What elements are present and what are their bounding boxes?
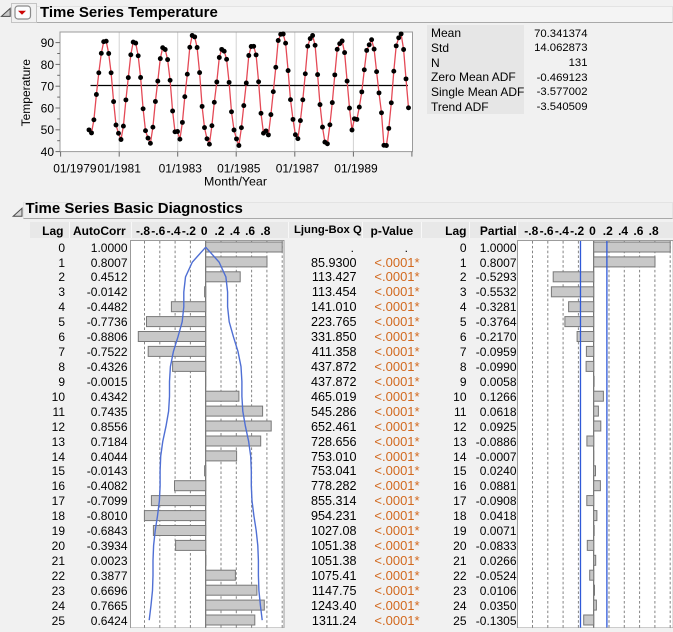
svg-text:01/1989: 01/1989 <box>334 162 378 176</box>
svg-text:01/1983: 01/1983 <box>159 162 203 176</box>
svg-text:90: 90 <box>41 36 55 50</box>
svg-text:01/1985: 01/1985 <box>217 162 261 176</box>
svg-text:Temperature: Temperature <box>19 59 33 127</box>
svg-text:40: 40 <box>41 145 55 159</box>
svg-text:70: 70 <box>41 80 55 94</box>
svg-text:Month/Year: Month/Year <box>204 175 267 189</box>
svg-text:80: 80 <box>41 58 55 72</box>
svg-text:01/1987: 01/1987 <box>276 162 320 176</box>
svg-text:60: 60 <box>41 101 55 115</box>
svg-text:01/1981: 01/1981 <box>98 162 142 176</box>
svg-text:50: 50 <box>41 123 55 137</box>
svg-text:01/1979: 01/1979 <box>53 162 97 176</box>
